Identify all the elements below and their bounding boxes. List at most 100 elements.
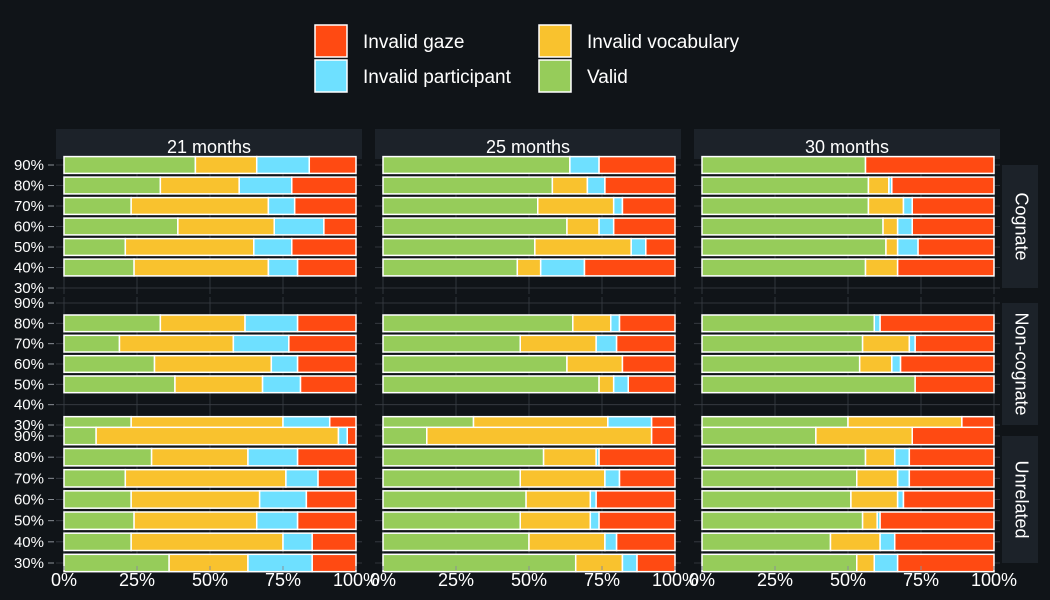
panel-25-months-unrelated: [375, 426, 681, 573]
bar-segment-invalid-participant-50pct: [612, 375, 630, 394]
x-tick-label: 100%: [333, 570, 379, 590]
bar-segment-valid-60pct: [701, 490, 852, 509]
bar-segment-valid-40pct: [63, 532, 132, 552]
bar-segment-invalid-vocabulary-60pct: [858, 354, 893, 374]
bar-segment-invalid-vocabulary-70pct: [124, 468, 287, 488]
bar-segment-invalid-gaze-80pct: [908, 447, 995, 467]
panel-30-months-non-cognate: [694, 297, 1000, 435]
bar-segment-invalid-participant-70pct: [604, 468, 621, 488]
bar-segment-invalid-gaze-90pct: [308, 155, 357, 175]
bar-segment-invalid-vocabulary-40pct: [133, 258, 270, 277]
bar-segment-invalid-gaze-50pct: [645, 237, 676, 257]
bar-segment-valid-60pct: [63, 354, 156, 374]
strip-unrelated: [1002, 436, 1038, 563]
bar-segment-valid-80pct: [382, 447, 545, 467]
bar-segment-invalid-gaze-40pct: [583, 258, 676, 277]
bar-segment-invalid-vocabulary-40pct: [864, 258, 899, 277]
bar-segment-valid-90pct: [63, 426, 97, 446]
bar-segment-valid-50pct: [701, 237, 887, 257]
bar-segment-invalid-vocabulary-40pct: [829, 532, 881, 552]
y-tick-label-non-cognate: 40%: [14, 397, 44, 414]
bar-segment-invalid-vocabulary-50pct: [133, 511, 258, 531]
bar-segment-valid-40pct: [701, 258, 867, 277]
bar-segment-valid-90pct: [63, 155, 197, 175]
bar-segment-invalid-participant-70pct: [908, 334, 916, 353]
bar-segment-invalid-vocabulary-70pct: [856, 468, 899, 488]
bar-segment-invalid-gaze-60pct: [595, 490, 676, 509]
bar-segment-invalid-vocabulary-60pct: [177, 217, 275, 236]
bar-segment-invalid-gaze-80pct: [296, 447, 357, 467]
bar-segment-invalid-vocabulary-80pct: [572, 314, 612, 333]
bar-segment-invalid-gaze-30pct: [311, 553, 357, 573]
bar-segment-invalid-participant-70pct: [902, 196, 913, 216]
bar-segment-invalid-vocabulary-50pct: [519, 511, 592, 531]
x-tick-label: 0%: [51, 570, 77, 590]
panel-30-months-unrelated: [694, 426, 1000, 573]
bar-segment-valid-90pct: [382, 155, 571, 175]
bar-segment-invalid-gaze-80pct: [296, 314, 357, 333]
bar-segment-valid-50pct: [63, 237, 127, 257]
legend-label-invalid-participant: Invalid participant: [363, 67, 512, 88]
bar-segment-invalid-participant-50pct: [255, 511, 299, 531]
y-tick-label-unrelated: 40%: [14, 534, 44, 551]
bar-segment-invalid-participant-80pct: [893, 447, 911, 467]
bar-segment-invalid-participant-60pct: [270, 354, 299, 374]
bar-segment-invalid-vocabulary-70pct: [519, 334, 597, 353]
bar-segment-invalid-gaze-70pct: [288, 334, 357, 353]
bar-segment-invalid-gaze-80pct: [879, 314, 995, 333]
bar-segment-invalid-gaze-70pct: [914, 334, 995, 353]
x-tick-label: 0%: [689, 570, 715, 590]
y-tick-label-non-cognate: 80%: [14, 315, 44, 332]
bar-segment-invalid-vocabulary-40pct: [130, 532, 284, 552]
bar-segment-invalid-gaze-90pct: [598, 155, 676, 175]
bar-segment-invalid-vocabulary-90pct: [194, 155, 258, 175]
bar-segment-invalid-gaze-70pct: [615, 334, 676, 353]
x-tick-label: 50%: [192, 570, 228, 590]
bar-segment-invalid-gaze-80pct: [604, 176, 676, 195]
bar-segment-invalid-participant-50pct: [896, 237, 919, 257]
bar-segment-valid-60pct: [701, 354, 861, 374]
bar-segment-invalid-gaze-50pct: [291, 237, 357, 257]
bar-segment-valid-70pct: [382, 196, 539, 216]
bar-segment-invalid-gaze-60pct: [305, 490, 357, 509]
panel-25-months-non-cognate: [375, 297, 681, 435]
bar-segment-invalid-participant-80pct: [244, 314, 299, 333]
x-tick-label: 75%: [265, 570, 301, 590]
bar-segment-invalid-gaze-50pct: [914, 375, 995, 394]
bar-segment-invalid-vocabulary-50pct: [598, 375, 615, 394]
bar-segment-invalid-participant-80pct: [610, 314, 621, 333]
bar-segment-valid-70pct: [701, 468, 858, 488]
y-tick-label-cognate: 30%: [14, 280, 44, 297]
y-tick-label-cognate: 80%: [14, 178, 44, 195]
bar-segment-invalid-participant-40pct: [879, 532, 896, 552]
bar-segment-invalid-gaze-30pct: [896, 553, 995, 573]
bar-segment-invalid-participant-70pct: [285, 468, 319, 488]
bar-segment-invalid-vocabulary-70pct: [118, 334, 235, 353]
bar-segment-invalid-participant-60pct: [589, 490, 597, 509]
bar-segment-invalid-participant-80pct: [247, 447, 299, 467]
strip-label-30-months: 30 months: [805, 137, 889, 157]
legend-swatch-valid: [538, 59, 572, 93]
bar-segment-invalid-gaze-50pct: [627, 375, 676, 394]
y-tick-label-unrelated: 70%: [14, 470, 44, 487]
strip-cognate: [1002, 165, 1038, 288]
strip-label-21-months: 21 months: [167, 137, 251, 157]
bar-segment-valid-70pct: [382, 468, 521, 488]
bar-segment-invalid-participant-40pct: [604, 532, 618, 552]
panel-25-months-cognate: [375, 155, 681, 294]
bar-segment-valid-40pct: [382, 258, 519, 277]
bar-segment-invalid-participant-60pct: [258, 490, 308, 509]
strip-label-25-months: 25 months: [486, 137, 570, 157]
bar-segment-invalid-gaze-40pct: [311, 532, 357, 552]
bar-segment-invalid-participant-70pct: [595, 334, 618, 353]
bar-segment-invalid-vocabulary-60pct: [566, 217, 600, 236]
y-tick-label-unrelated: 80%: [14, 449, 44, 466]
bar-segment-valid-70pct: [63, 468, 127, 488]
bar-segment-invalid-vocabulary-40pct: [516, 258, 542, 277]
bar-segment-invalid-gaze-40pct: [296, 258, 357, 277]
bar-segment-valid-80pct: [701, 176, 870, 195]
bar-segment-invalid-vocabulary-50pct: [861, 511, 878, 531]
legend-label-invalid-gaze: Invalid gaze: [363, 32, 464, 53]
y-tick-label-non-cognate: 90%: [14, 295, 44, 312]
